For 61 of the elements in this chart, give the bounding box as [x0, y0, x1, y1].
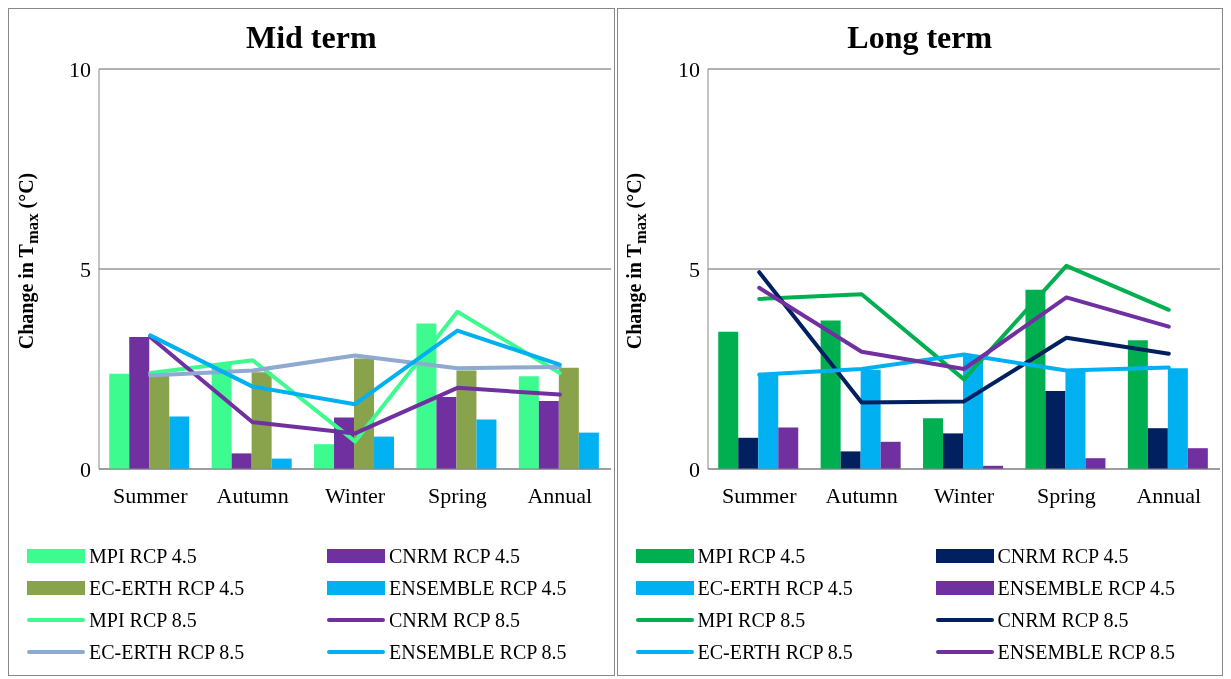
bar — [518, 376, 539, 469]
bar — [476, 419, 497, 469]
legend-label: ENSEMBLE RCP 4.5 — [389, 576, 567, 600]
chart-title: Long term — [847, 19, 993, 55]
legend-label: ENSEMBLE RCP 4.5 — [997, 576, 1176, 600]
x-tick-label: Annual — [527, 482, 593, 508]
bar — [922, 418, 943, 469]
bar — [109, 373, 130, 469]
legend-label: MPI RCP 8.5 — [697, 608, 806, 632]
chart-title: Mid term — [245, 19, 377, 55]
bar — [456, 370, 477, 469]
bar — [717, 331, 738, 469]
legend-label: CNRM RCP 4.5 — [997, 544, 1129, 568]
x-tick-label: Winter — [933, 482, 995, 508]
y-tick-label: 5 — [80, 256, 91, 282]
line-series — [756, 285, 1171, 371]
legend-label: EC-ERTH RCP 4.5 — [697, 576, 853, 600]
y-tick-label: 5 — [688, 256, 700, 282]
bar — [840, 451, 861, 469]
x-tick-label: Autumn — [216, 482, 289, 508]
bar — [558, 367, 579, 469]
x-tick-label: Winter — [324, 482, 386, 508]
y-tick-label: 10 — [677, 56, 700, 82]
legend-label: MPI RCP 4.5 — [697, 544, 806, 568]
legend-label: CNRM RCP 8.5 — [389, 608, 520, 632]
bar — [314, 444, 335, 469]
bar — [538, 401, 559, 469]
bar — [1187, 448, 1208, 469]
legend-label: CNRM RCP 4.5 — [389, 544, 520, 568]
bar — [942, 433, 963, 469]
x-tick-label: Autumn — [825, 482, 898, 508]
legend-label: EC-ERTH RCP 8.5 — [89, 640, 245, 664]
bar — [880, 441, 901, 469]
line-series — [756, 270, 1171, 405]
legend-label: EC-ERTH RCP 8.5 — [697, 640, 853, 664]
bar — [1044, 391, 1065, 469]
bar — [374, 436, 395, 469]
line-series — [148, 353, 562, 378]
bar — [777, 427, 798, 469]
legend-label: ENSEMBLE RCP 8.5 — [997, 640, 1176, 664]
x-tick-label: Spring — [1036, 482, 1096, 508]
line-series — [148, 328, 562, 407]
bar — [231, 453, 252, 469]
bar — [737, 437, 758, 469]
legend-label: MPI RCP 8.5 — [89, 608, 197, 632]
x-tick-label: Spring — [428, 482, 487, 508]
x-tick-label: Summer — [112, 482, 189, 508]
legend-label: ENSEMBLE RCP 8.5 — [389, 640, 567, 664]
legend-label: MPI RCP 4.5 — [89, 544, 197, 568]
legend-label: CNRM RCP 8.5 — [997, 608, 1129, 632]
x-tick-label: Annual — [1135, 482, 1201, 508]
bar — [1127, 340, 1148, 469]
y-tick-label: 10 — [69, 56, 91, 82]
y-tick-label: 0 — [80, 456, 91, 482]
bar — [578, 432, 599, 469]
y-tick-label: 0 — [688, 456, 700, 482]
bar — [1147, 428, 1168, 469]
legend-label: EC-ERTH RCP 4.5 — [89, 576, 245, 600]
bar — [1084, 458, 1105, 469]
x-tick-label: Summer — [721, 482, 797, 508]
bar — [169, 416, 190, 469]
